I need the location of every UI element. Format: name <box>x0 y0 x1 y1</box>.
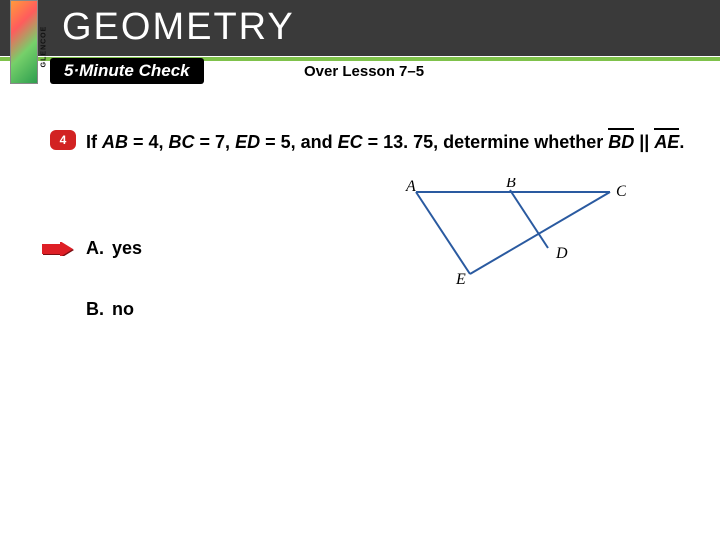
question-number-badge: 4 <box>50 130 76 150</box>
answer-label-b: B. <box>86 299 112 320</box>
brand-spine: GLENCOE <box>10 0 38 84</box>
q-prefix: If <box>86 132 102 152</box>
q-seg-ae: AE <box>654 130 679 154</box>
q-var-ed: ED <box>235 132 260 152</box>
svg-text:A: A <box>405 178 416 195</box>
q-eq1: = 4, <box>128 132 169 152</box>
triangle-svg: A B C D E <box>400 178 626 298</box>
q-var-bc: BC <box>169 132 195 152</box>
question-text: If AB = 4, BC = 7, ED = 5, and EC = 13. … <box>86 130 702 154</box>
over-lesson-label: Over Lesson 7–5 <box>304 63 424 80</box>
header: GLENCOE GEOMETRY 5·Minute Check Over Les… <box>0 0 720 84</box>
answer-option-b[interactable]: B. no <box>86 299 142 320</box>
q-period: . <box>679 132 684 152</box>
triangle-figure: A B C D E <box>400 178 626 298</box>
q-seg-bd: BD <box>608 130 634 154</box>
answer-label-a: A. <box>86 238 112 259</box>
answer-text-a: yes <box>112 238 142 259</box>
q-eq4: = 13. 75, determine whether <box>363 132 609 152</box>
page-title: GEOMETRY <box>62 6 295 49</box>
q-var-ab: AB <box>102 132 128 152</box>
five-minute-check-badge: 5·Minute Check <box>50 58 204 84</box>
q-eq2: = 7, <box>195 132 236 152</box>
svg-text:D: D <box>555 245 568 262</box>
answer-text-b: no <box>112 299 134 320</box>
brand-spine-label: GLENCOE <box>40 26 47 68</box>
answer-option-a[interactable]: A. yes <box>86 238 142 259</box>
q-var-ec: EC <box>338 132 363 152</box>
svg-text:E: E <box>455 271 466 288</box>
correct-answer-arrow-icon <box>42 242 74 256</box>
q-parallel: || <box>634 132 654 152</box>
svg-text:C: C <box>616 183 626 200</box>
svg-text:B: B <box>506 178 516 191</box>
answer-list: A. yes B. no <box>86 238 142 360</box>
q-eq3: = 5, and <box>260 132 338 152</box>
